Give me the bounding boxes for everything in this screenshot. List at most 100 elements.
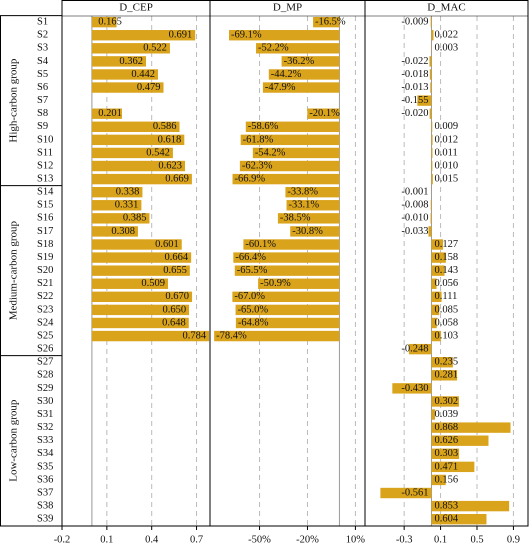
bar [243, 239, 340, 250]
bar [91, 330, 210, 342]
value-label: -38.5% [280, 213, 311, 224]
bar [431, 500, 510, 512]
bar [91, 226, 138, 237]
x-tick-label: -50% [248, 534, 271, 545]
bar [431, 448, 460, 459]
value-label: 0.509 [141, 278, 165, 289]
bar [431, 435, 489, 446]
panel-title: D_MAC [427, 2, 466, 14]
value-label: 0.338 [116, 187, 140, 198]
row-label: S18 [37, 239, 53, 250]
x-tick-label: 0.1 [100, 534, 113, 545]
bar [91, 160, 186, 172]
row-label: S7 [37, 95, 48, 106]
value-label: -0.018 [401, 69, 428, 80]
row-label: S29 [37, 383, 53, 394]
value-label: 0.664 [165, 252, 189, 263]
value-label: -50.9% [260, 278, 291, 289]
bar [392, 383, 432, 394]
bar [281, 56, 340, 67]
value-label: 0.111 [434, 291, 457, 302]
bar [431, 121, 433, 132]
value-label: 0.201 [98, 108, 122, 119]
bar [91, 213, 150, 224]
value-label: -0.155 [401, 95, 428, 106]
value-label: 0.650 [162, 304, 186, 315]
bar [233, 252, 340, 263]
value-label: -58.6% [248, 121, 279, 132]
bar [235, 317, 340, 329]
bar [430, 213, 432, 224]
bar [240, 134, 340, 146]
panel-title: D_CEP [119, 2, 153, 14]
value-label: 0.853 [434, 501, 458, 512]
bar [91, 304, 190, 316]
row-label: S39 [37, 514, 53, 525]
row-label: S20 [37, 265, 53, 276]
bar [430, 16, 432, 28]
value-label: -0.020 [401, 108, 428, 119]
value-label: -0.009 [401, 17, 428, 28]
bar [429, 108, 432, 119]
row-label: S9 [37, 121, 48, 132]
value-label: -0.010 [401, 213, 428, 224]
bar [214, 330, 340, 342]
value-label: 0.626 [434, 435, 458, 446]
row-label: S27 [37, 357, 53, 368]
row-label: S34 [37, 448, 54, 459]
bar [91, 147, 173, 159]
bar [91, 121, 180, 132]
frame [61, 0, 529, 527]
value-label: 0.522 [143, 43, 167, 54]
value-label: -0.033 [401, 226, 428, 237]
value-label: -0.248 [401, 344, 428, 355]
bar [307, 108, 340, 119]
bar [431, 357, 453, 368]
bar [431, 252, 446, 263]
bar [91, 200, 142, 211]
row-label: S33 [37, 435, 53, 446]
value-label: 0.308 [111, 226, 135, 237]
bar [91, 82, 164, 93]
value-label: -66.4% [235, 252, 266, 263]
x-tick-label: 0.4 [145, 534, 159, 545]
bar [431, 134, 433, 146]
value-label: 0.868 [434, 422, 458, 433]
bar [430, 82, 432, 93]
value-label: -66.9% [235, 174, 266, 185]
value-label: 0.471 [434, 461, 458, 472]
row-label: S17 [37, 226, 53, 237]
row-label: S38 [37, 501, 53, 512]
bar [431, 304, 440, 316]
value-label: -0.561 [401, 487, 428, 498]
value-label: -0.430 [401, 383, 428, 394]
bar [256, 43, 340, 54]
bar [431, 265, 445, 276]
value-label: 0.691 [169, 30, 193, 41]
bar [417, 95, 432, 106]
value-label: 0.601 [155, 239, 179, 250]
row-label: S25 [37, 330, 53, 341]
value-label: 0.143 [434, 265, 458, 276]
bar [431, 30, 434, 41]
bar [431, 474, 446, 486]
bar [431, 160, 433, 172]
value-label: 0.623 [158, 160, 182, 171]
value-label: 0.648 [162, 317, 186, 328]
x-tick-label: -0.3 [396, 534, 413, 545]
row-label: S19 [37, 252, 53, 263]
value-label: 0.331 [115, 200, 139, 211]
row-label: S28 [37, 370, 53, 381]
bar [232, 291, 340, 303]
bar [91, 30, 196, 41]
bar [431, 513, 487, 525]
value-label: 0.784 [182, 330, 206, 341]
bar [245, 121, 340, 132]
value-label: 0.670 [165, 291, 189, 302]
value-label: -0.008 [401, 200, 428, 211]
value-label: 0.158 [434, 252, 458, 263]
row-label: S5 [37, 69, 48, 80]
row-label: S12 [37, 160, 53, 171]
value-label: 0.302 [434, 396, 458, 407]
value-label: 0.165 [98, 17, 122, 28]
